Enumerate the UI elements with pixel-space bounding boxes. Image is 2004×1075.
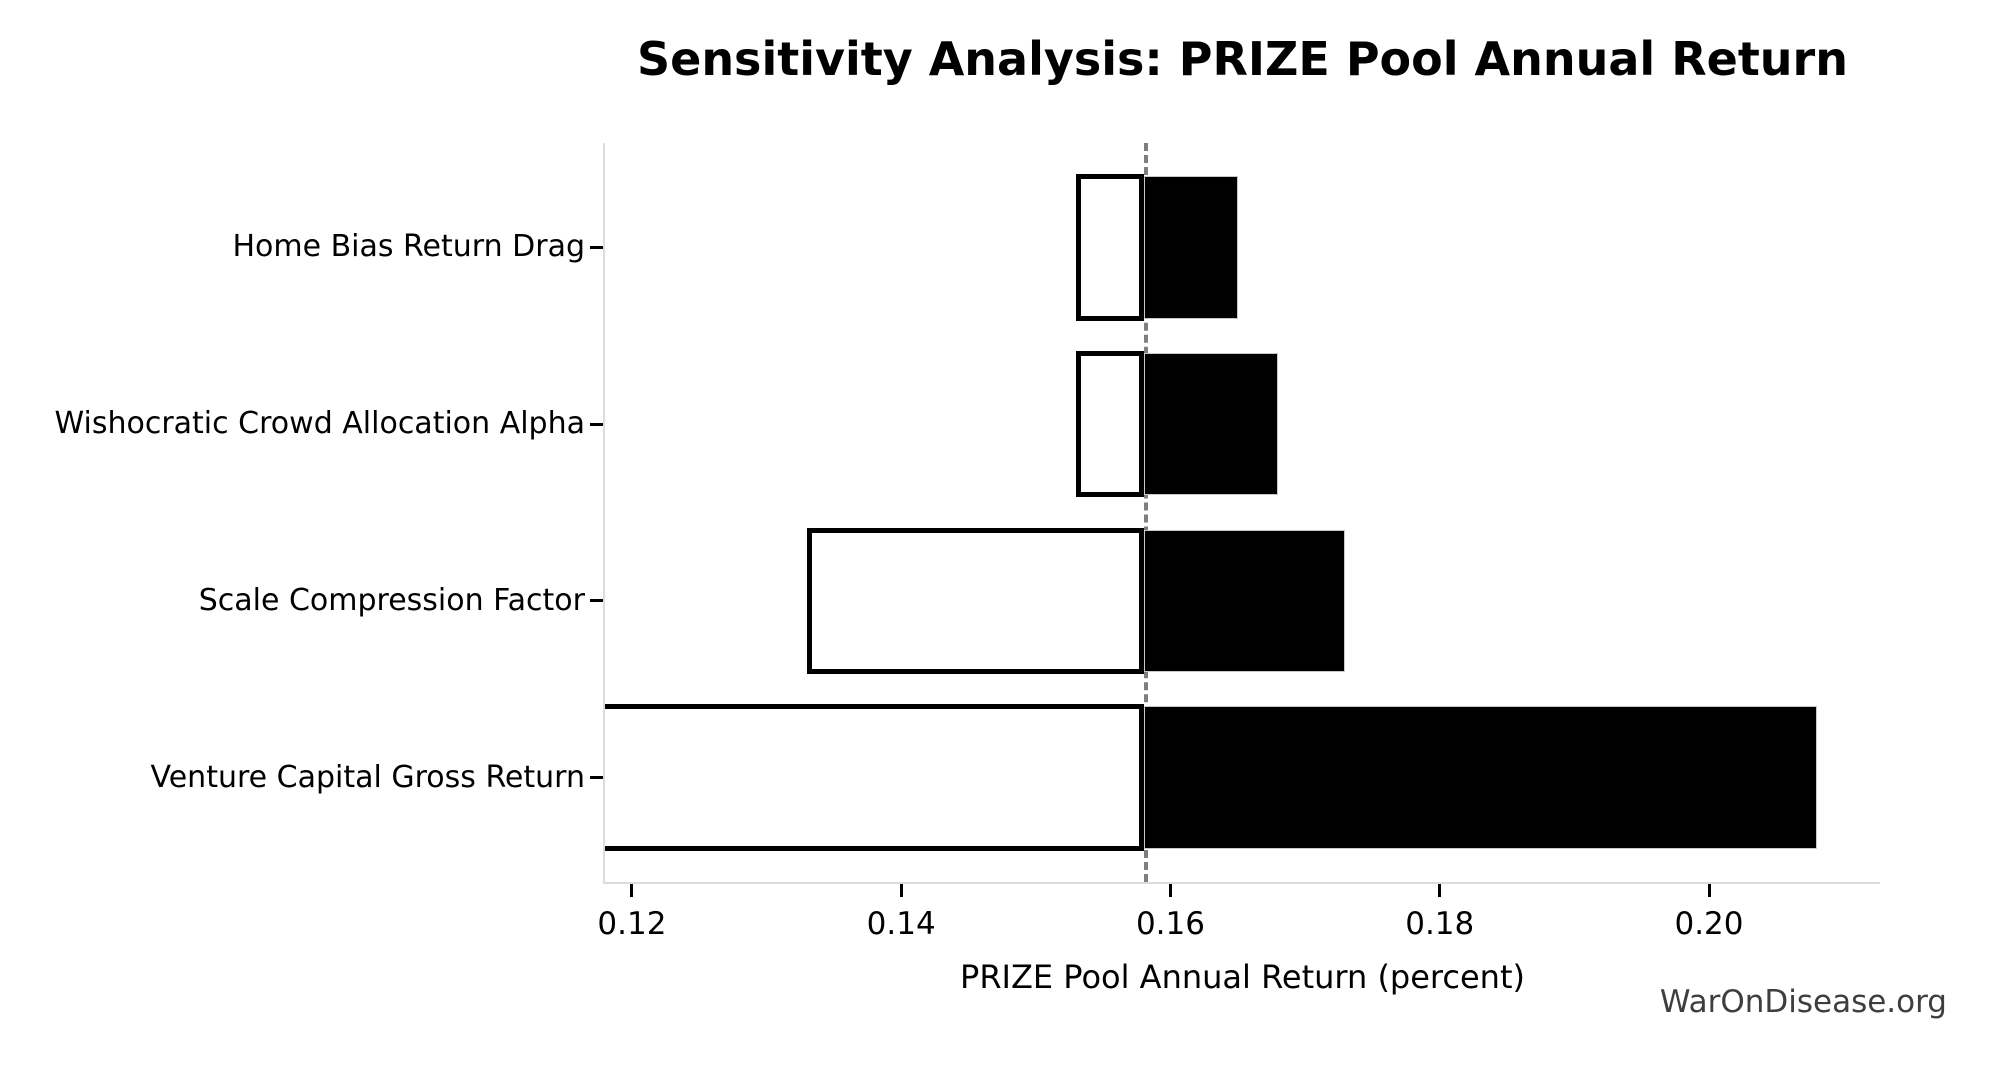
chart-title: Sensitivity Analysis: PRIZE Pool Annual … [636,32,1848,86]
high-bar-segment [1143,529,1346,673]
y-axis-label: Home Bias Return Drag [232,229,585,265]
x-tick-mark [1438,884,1442,897]
y-tick-mark [590,422,603,426]
x-tick-mark [630,884,634,897]
y-axis-labels: Home Bias Return Drag Wishocratic Crowd A… [0,143,586,882]
y-axis-label: Wishocratic Crowd Allocation Alpha [54,406,586,442]
y-axis-label: Venture Capital Gross Return [150,759,585,795]
low-bar-segment [605,704,1144,851]
y-tick-mark [590,599,603,603]
x-tick-mark [899,884,903,897]
low-bar-segment [806,527,1144,675]
plot-area: 0.12 0.14 0.16 0.18 0.20 [590,143,1880,942]
baseline-dashed-line [1143,143,1148,882]
y-axis-label: Scale Compression Factor [198,582,585,618]
high-bar-segment [1143,706,1817,849]
watermark-text: WarOnDisease.org [1659,984,1947,1020]
x-tick-mark [1168,884,1172,897]
high-bar-segment [1143,176,1238,319]
low-bar-segment [1076,350,1144,498]
x-tick-label: 0.16 [1135,906,1205,942]
x-tick-mark [1707,884,1711,897]
x-tick-label: 0.14 [866,906,936,942]
x-tick-label: 0.18 [1405,906,1475,942]
x-axis-label: PRIZE Pool Annual Return (percent) [960,958,1525,996]
x-tick-label: 0.12 [597,906,667,942]
low-bar-segment [1076,174,1144,321]
y-tick-mark [590,245,603,249]
x-tick-label: 0.20 [1674,906,1744,942]
y-tick-mark [590,776,603,780]
high-bar-segment [1143,352,1279,496]
